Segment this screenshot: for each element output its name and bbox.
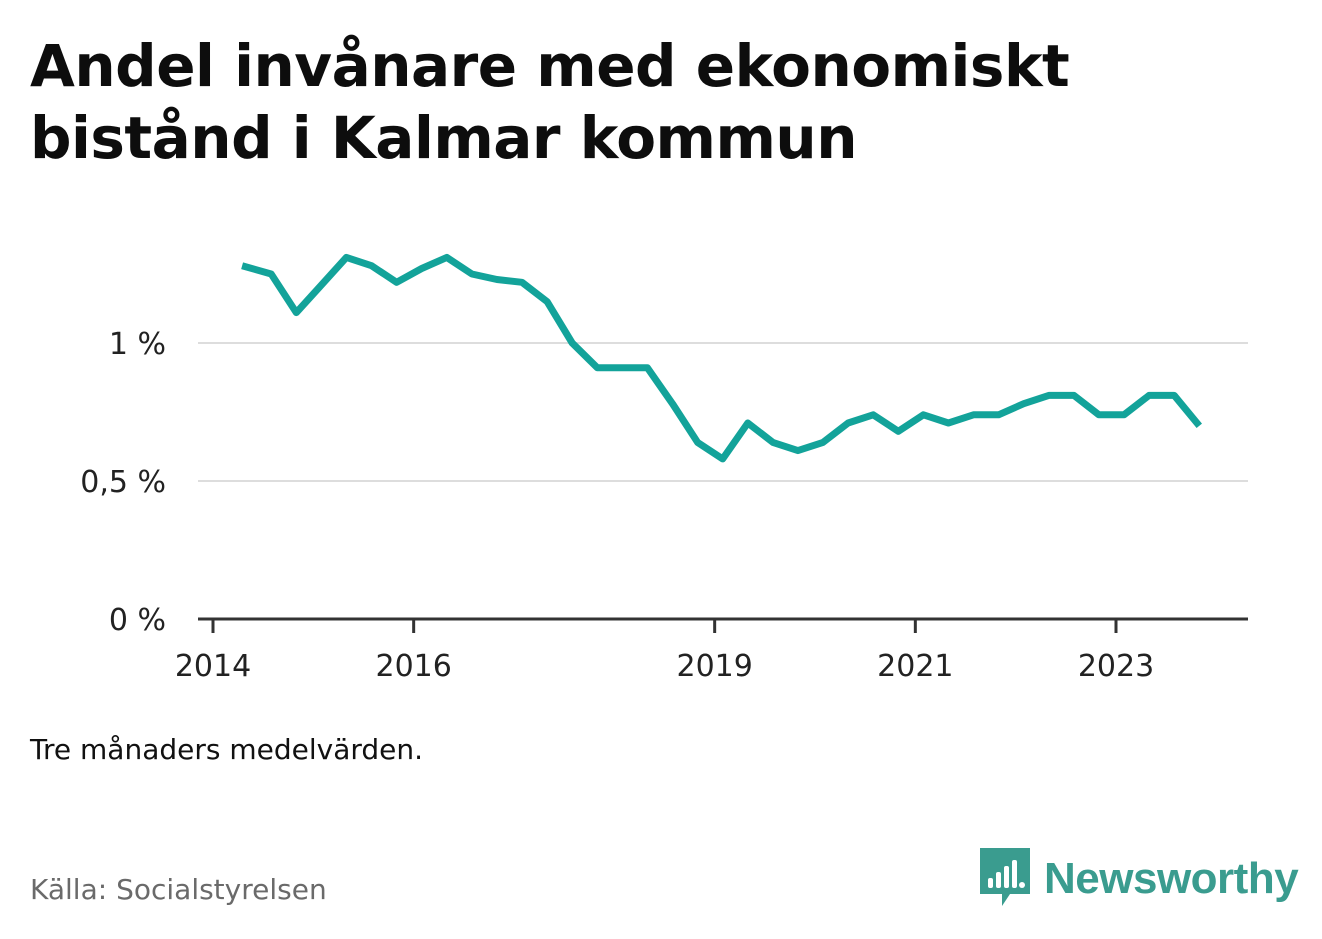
- x-axis: [198, 617, 1248, 633]
- y-tick-label: 0 %: [109, 603, 166, 638]
- x-tick-label: 2014: [175, 649, 251, 684]
- chart-note: Tre månaders medelvärden.: [30, 733, 424, 766]
- x-tick-label: 2023: [1078, 649, 1154, 684]
- x-tick-label: 2016: [375, 649, 451, 684]
- y-axis-labels: 0 % 0,5 % 1 %: [80, 327, 166, 638]
- gridlines: [198, 342, 1248, 482]
- x-tick-label: 2021: [877, 649, 953, 684]
- series-line: [241, 253, 1202, 463]
- chart-title: Andel invånare med ekonomiskt bistånd i …: [30, 32, 1070, 172]
- series-layer: [241, 253, 1202, 463]
- newsworthy-logo-icon: [980, 848, 1030, 906]
- x-axis-labels: 2014 2016 2019 2021 2023: [175, 649, 1154, 684]
- brand-name: Newsworthy: [1044, 854, 1299, 903]
- y-tick-label: 0,5 %: [80, 465, 166, 500]
- brand-logo[interactable]: Newsworthy: [980, 848, 1299, 910]
- line-chart: 0 % 0,5 % 1 % 2014 2016 2019 2021 2023: [80, 253, 1248, 684]
- source-text: Källa: Socialstyrelsen: [30, 873, 327, 906]
- x-tick-label: 2019: [676, 649, 752, 684]
- y-tick-label: 1 %: [109, 327, 166, 362]
